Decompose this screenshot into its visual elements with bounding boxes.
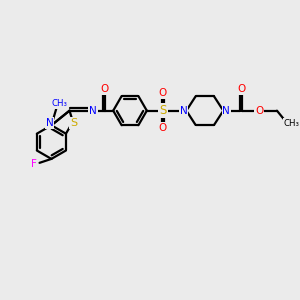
Text: O: O [255,106,263,116]
Text: N: N [222,106,230,116]
Text: O: O [100,84,108,94]
Text: F: F [31,159,37,169]
Text: N: N [89,106,97,116]
Text: CH₃: CH₃ [51,99,67,108]
Text: O: O [159,123,167,133]
Text: N: N [179,106,187,116]
Text: N: N [46,118,53,128]
Text: O: O [159,88,167,98]
Text: S: S [159,104,167,117]
Text: CH₃: CH₃ [284,118,300,127]
Text: O: O [237,84,245,94]
Text: S: S [70,118,77,128]
